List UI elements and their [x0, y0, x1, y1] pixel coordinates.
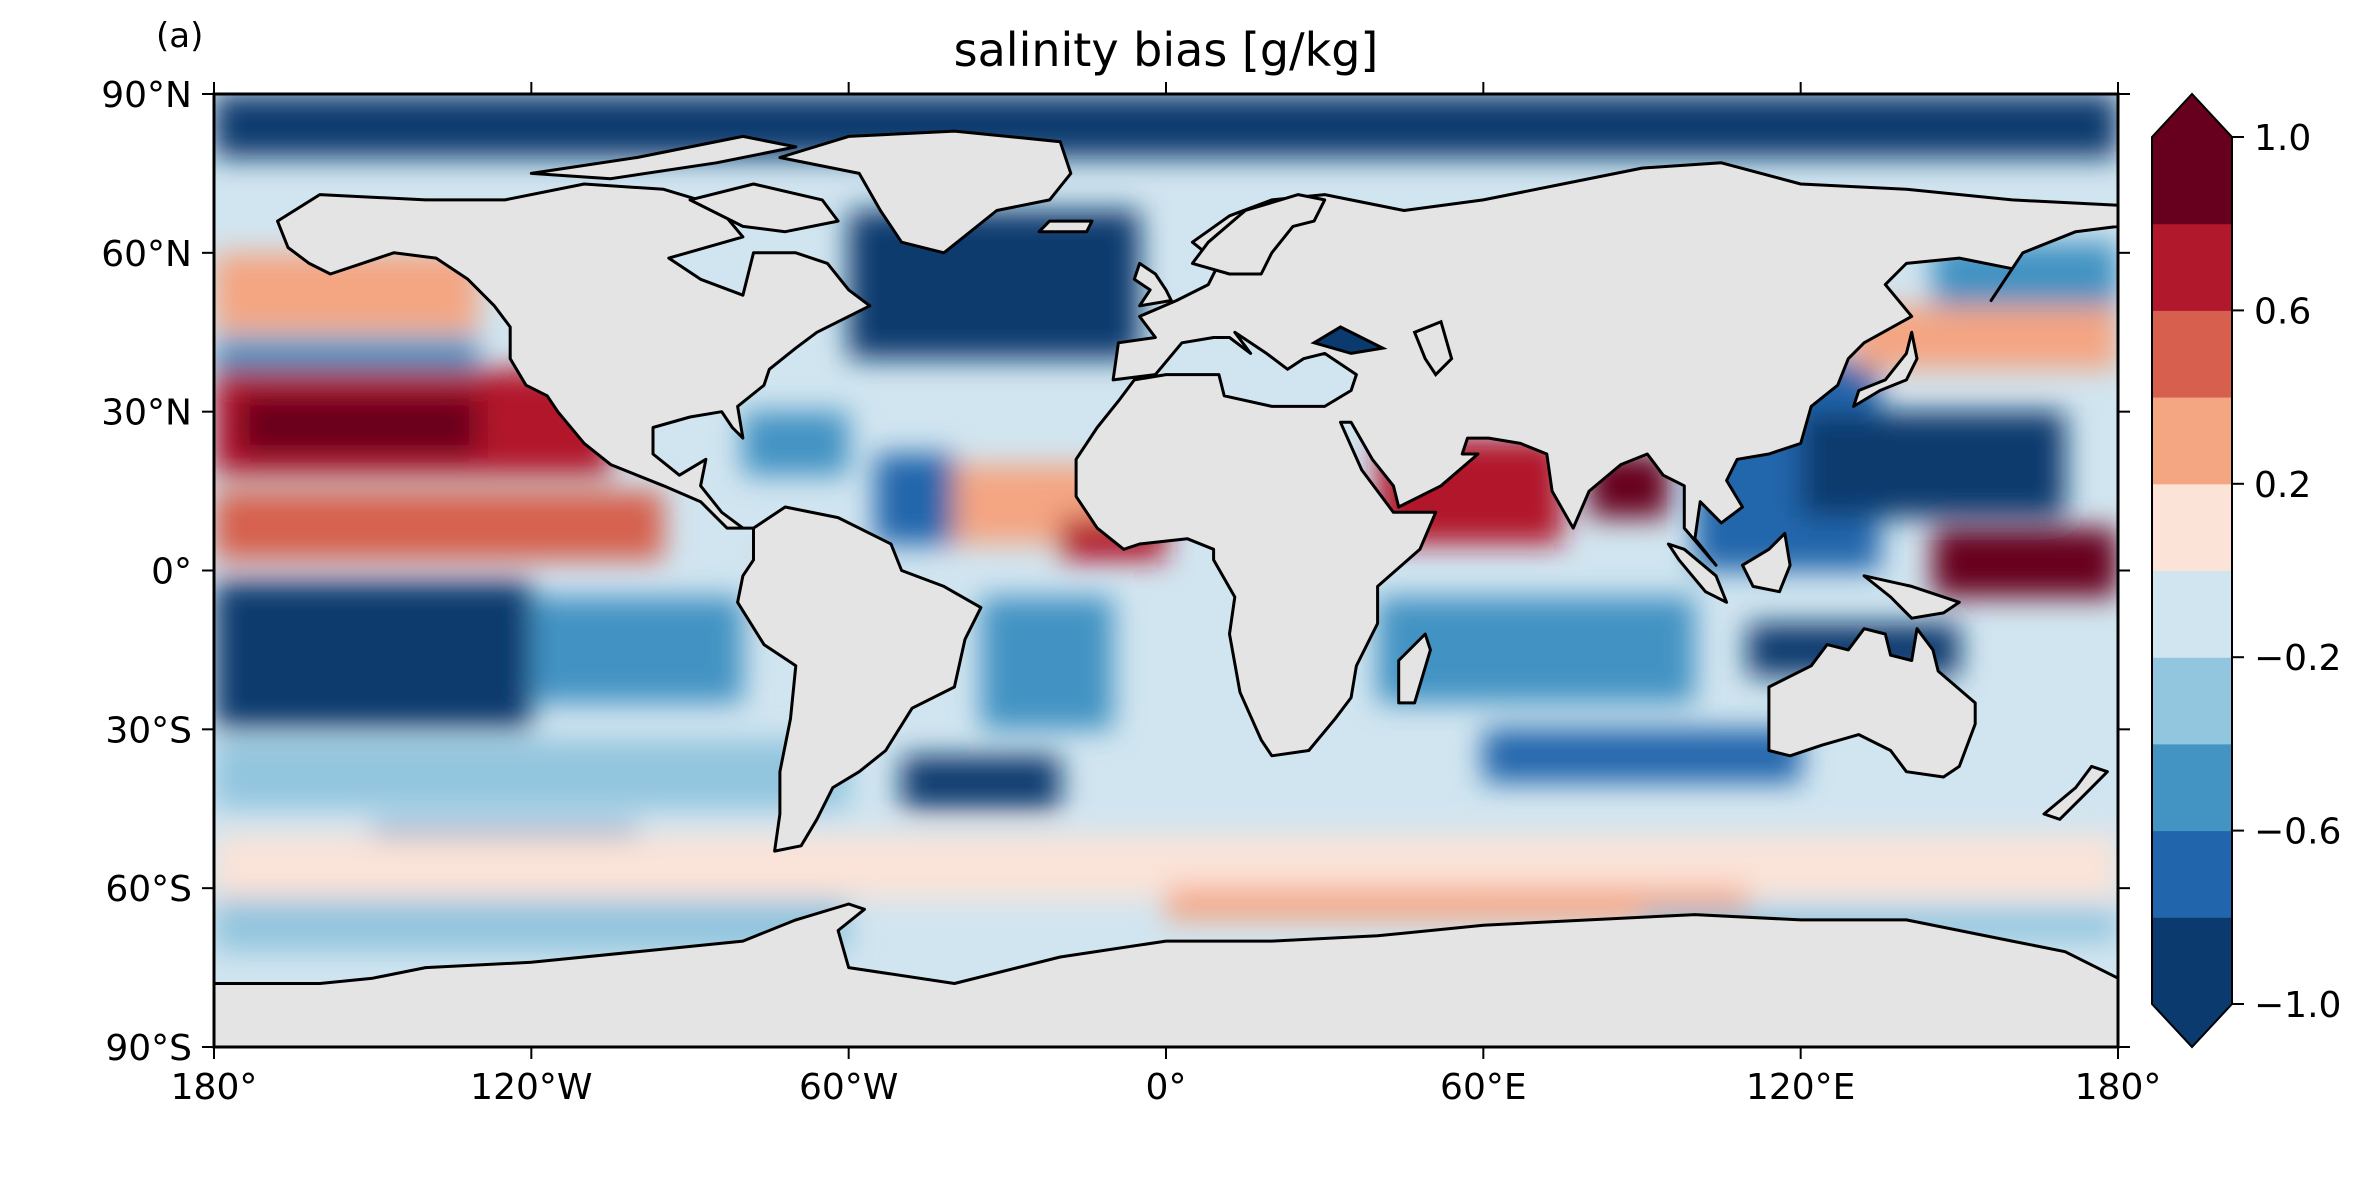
colorbar-segment [2152, 917, 2232, 1005]
land-new-zealand [2042, 764, 2109, 821]
bias-patch [1483, 729, 1801, 783]
land-new-guinea [1862, 574, 1961, 620]
colorbar-tick-label: −0.6 [2254, 812, 2341, 853]
bias-patch [240, 395, 479, 455]
land-scandinavia-north [1190, 193, 1327, 276]
lon-tick-label: 0° [1146, 1067, 1187, 1108]
bias-patch [531, 596, 743, 703]
lon-tick-label: 120°E [1746, 1067, 1855, 1108]
colorbar-tick-label: −0.2 [2254, 638, 2341, 679]
bias-patch [214, 739, 849, 809]
colorbar-segment [2152, 397, 2232, 485]
lon-tick-label: 180° [171, 1067, 258, 1108]
bias-patch [214, 491, 664, 560]
land-australia [1767, 627, 1977, 779]
longitude-axis: 180° 120°W 60°W 0° 60°E 120°E 180° [171, 82, 2162, 1108]
land-sumatra [1666, 542, 1729, 604]
colorbar: 1.0 0.6 0.2 −0.2 −0.6 −1.0 [2151, 92, 2341, 1049]
land-japan [1852, 330, 1919, 408]
colorbar-tick-label: −1.0 [2254, 985, 2341, 1026]
land-arctic-islands [529, 134, 798, 181]
caspian-sea [1412, 319, 1454, 377]
lat-tick-label: 0° [151, 552, 192, 593]
land-north-america [276, 182, 872, 530]
land-madagascar [1397, 632, 1432, 705]
land-masses [214, 129, 2118, 1047]
bias-patch [848, 210, 1140, 359]
colorbar-segment [2152, 137, 2232, 225]
colorbar-tick-label: 0.2 [2254, 465, 2311, 506]
colorbar-segment [2152, 830, 2232, 918]
salinity-bias-map [214, 94, 2118, 1047]
colorbar-segment [2152, 223, 2232, 311]
bias-patch [214, 581, 532, 730]
colorbar-tick-label: 1.0 [2254, 118, 2311, 159]
land-south-america [736, 505, 983, 853]
bias-patch [214, 337, 479, 370]
map-title: salinity bias [g/kg] [954, 23, 1379, 77]
lat-tick-label: 30°S [105, 710, 192, 751]
panel-label: (a) [156, 16, 203, 56]
lat-tick-label: 60°S [105, 869, 192, 910]
bias-patch [1166, 888, 1484, 920]
colorbar-segment [2152, 310, 2232, 398]
colorbar-segment [2152, 570, 2232, 658]
bias-patch [742, 411, 849, 476]
bias-patch [980, 596, 1114, 730]
lon-tick-label: 120°W [470, 1067, 592, 1108]
lat-tick-label: 90°N [101, 75, 192, 116]
land-iceland [1037, 219, 1094, 234]
land-greenland [778, 129, 1073, 255]
land-eurasia-africa [1074, 161, 2118, 758]
land-antarctica [214, 902, 2118, 1047]
colorbar-segment [2152, 483, 2232, 571]
bias-patch [875, 454, 955, 545]
lon-tick-label: 60°W [799, 1067, 898, 1108]
latitude-axis: 90°N 60°N 30°N 0° 30°S 60°S 90°S [101, 75, 2130, 1069]
bias-patch [1800, 411, 2066, 518]
land-baffin [688, 182, 840, 234]
bias-patch [214, 94, 2118, 158]
bias-patch [901, 755, 1061, 809]
colorbar-tick-label: 0.6 [2254, 291, 2311, 332]
colorbar-extend-max [2152, 94, 2232, 137]
lat-tick-label: 60°N [101, 234, 192, 275]
colorbar-segment [2152, 657, 2232, 745]
colorbar-extend-min [2152, 1004, 2232, 1047]
lon-tick-label: 60°E [1440, 1067, 1527, 1108]
lat-tick-label: 90°S [105, 1028, 192, 1069]
bias-patch [1932, 528, 2118, 597]
land-borneo [1741, 531, 1792, 594]
lon-tick-label: 180° [2075, 1067, 2162, 1108]
lat-tick-label: 30°N [101, 393, 192, 434]
land-uk [1132, 261, 1173, 308]
black-sea [1310, 325, 1388, 355]
colorbar-segment [2152, 743, 2232, 832]
